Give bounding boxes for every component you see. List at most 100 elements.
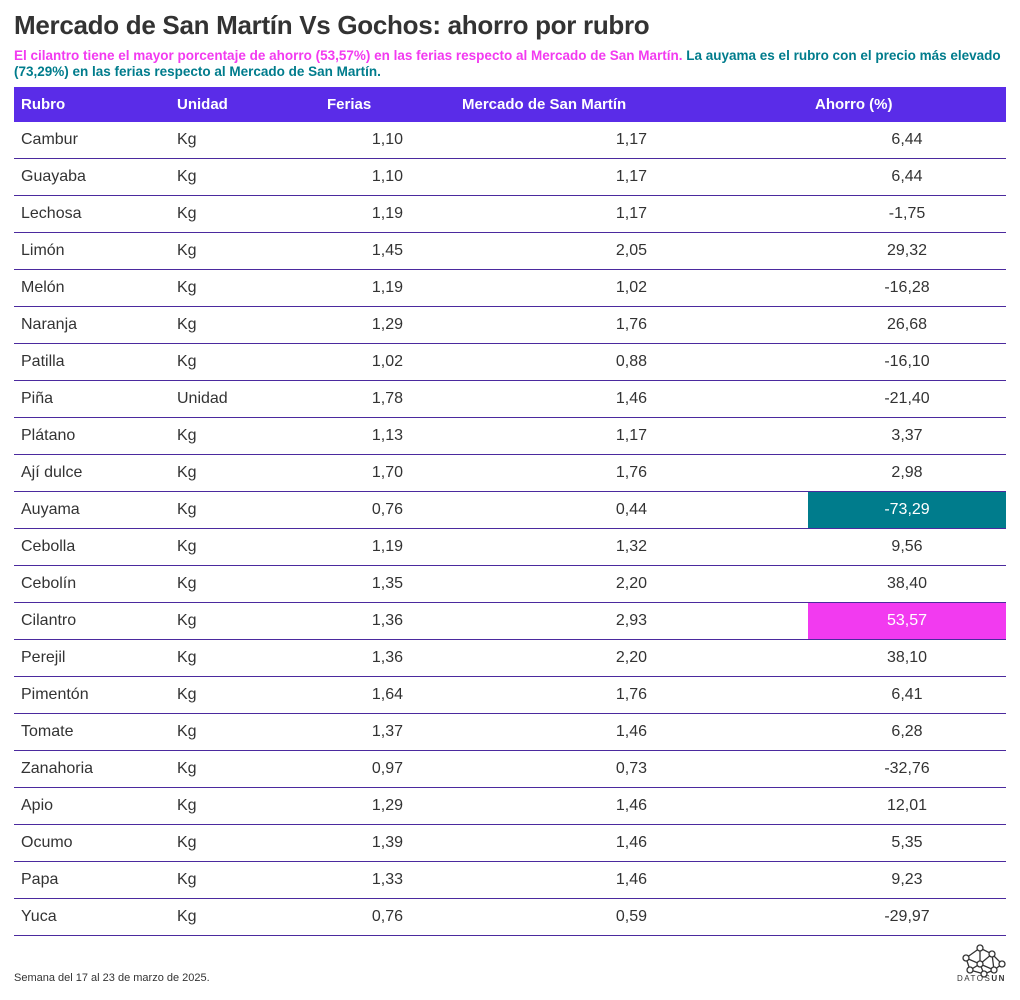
table-cell: 1,46 bbox=[455, 861, 808, 899]
table-cell: Kg bbox=[170, 824, 320, 862]
table-cell: Kg bbox=[170, 713, 320, 751]
table-cell: 1,37 bbox=[320, 713, 455, 751]
table-cell: 1,17 bbox=[455, 195, 808, 233]
table-cell: 1,29 bbox=[320, 787, 455, 825]
table-cell: 1,45 bbox=[320, 232, 455, 270]
table-cell: 5,35 bbox=[808, 824, 1006, 862]
table-row: Ocumo Kg 1,39 1,46 5,35 bbox=[14, 824, 1006, 862]
table-cell: Perejil bbox=[14, 639, 170, 677]
table-cell: 1,13 bbox=[320, 417, 455, 455]
table-cell: 2,20 bbox=[455, 565, 808, 603]
table-cell: 2,98 bbox=[808, 454, 1006, 492]
subtitle-highlight: El cilantro tiene el mayor porcentaje de… bbox=[14, 48, 683, 63]
table-cell: 1,36 bbox=[320, 602, 455, 640]
table-cell: Cebolla bbox=[14, 528, 170, 566]
table-cell: Naranja bbox=[14, 306, 170, 344]
table-cell: 2,05 bbox=[455, 232, 808, 270]
table-row: Cebolín Kg 1,35 2,20 38,40 bbox=[14, 565, 1006, 603]
table-cell: Kg bbox=[170, 158, 320, 196]
table-cell: -21,40 bbox=[808, 380, 1006, 418]
table-cell: 0,73 bbox=[455, 750, 808, 788]
table-cell: 1,46 bbox=[455, 787, 808, 825]
table-cell: 1,46 bbox=[455, 824, 808, 862]
table-cell: 1,76 bbox=[455, 676, 808, 714]
table-cell: Yuca bbox=[14, 898, 170, 936]
table-cell: 1,39 bbox=[320, 824, 455, 862]
table-cell: Kg bbox=[170, 639, 320, 677]
table-cell: Melón bbox=[14, 269, 170, 307]
table-cell: Kg bbox=[170, 343, 320, 381]
data-table: Rubro Unidad Ferias Mercado de San Martín Ah… bbox=[14, 87, 1006, 936]
table-cell: Apio bbox=[14, 787, 170, 825]
table-cell: Ocumo bbox=[14, 824, 170, 862]
table-cell: Kg bbox=[170, 787, 320, 825]
table-row: Tomate Kg 1,37 1,46 6,28 bbox=[14, 713, 1006, 751]
table-cell: Kg bbox=[170, 232, 320, 270]
table-cell: 29,32 bbox=[808, 232, 1006, 270]
table-cell: Cambur bbox=[14, 122, 170, 159]
table-cell: Kg bbox=[170, 750, 320, 788]
table-cell: 0,59 bbox=[455, 898, 808, 936]
title: Mercado de San Martín Vs Gochos: ahorro … bbox=[14, 10, 650, 40]
table-cell: 3,37 bbox=[808, 417, 1006, 455]
table-cell: 1,17 bbox=[455, 158, 808, 196]
table-cell: 1,19 bbox=[320, 528, 455, 566]
table-cell: 1,35 bbox=[320, 565, 455, 603]
table-cell: Kg bbox=[170, 306, 320, 344]
column-header: Mercado de San Martín bbox=[455, 87, 808, 122]
table-cell: 6,44 bbox=[808, 122, 1006, 159]
table-row: Melón Kg 1,19 1,02 -16,28 bbox=[14, 269, 1006, 307]
table-row: Auyama Kg 0,76 0,44 -73,29 bbox=[14, 491, 1006, 529]
table-body: Cambur Kg 1,10 1,17 6,44 Guayaba Kg 1,10 1,17 6,4… bbox=[14, 122, 1006, 936]
table-cell: 1,19 bbox=[320, 195, 455, 233]
table-cell: 0,97 bbox=[320, 750, 455, 788]
table-cell: Cilantro bbox=[14, 602, 170, 640]
table-cell: 12,01 bbox=[808, 787, 1006, 825]
table-cell: 6,44 bbox=[808, 158, 1006, 196]
table-cell: 1,02 bbox=[455, 269, 808, 307]
table-cell: 2,20 bbox=[455, 639, 808, 677]
table-cell: Kg bbox=[170, 861, 320, 899]
table-cell: Kg bbox=[170, 528, 320, 566]
table-cell: Kg bbox=[170, 565, 320, 603]
table-cell: Lechosa bbox=[14, 195, 170, 233]
header-row: Rubro Unidad Ferias Mercado de San Martín Ah… bbox=[14, 87, 1006, 122]
table-cell: -16,28 bbox=[808, 269, 1006, 307]
table-cell: Tomate bbox=[14, 713, 170, 751]
table-cell: 1,76 bbox=[455, 306, 808, 344]
table-cell: 1,10 bbox=[320, 122, 455, 159]
table-row: Yuca Kg 0,76 0,59 -29,97 bbox=[14, 898, 1006, 936]
table-cell: 1,78 bbox=[320, 380, 455, 418]
table-cell: Auyama bbox=[14, 491, 170, 529]
column-header: Ferias bbox=[320, 87, 455, 122]
table-cell: 26,68 bbox=[808, 306, 1006, 344]
footnote: Semana del 17 al 23 de marzo de 2025. bbox=[14, 972, 210, 984]
table-cell: Kg bbox=[170, 898, 320, 936]
table-cell: Ají dulce bbox=[14, 454, 170, 492]
table-cell: Cebolín bbox=[14, 565, 170, 603]
table-cell: 1,46 bbox=[455, 380, 808, 418]
table-row: Cebolla Kg 1,19 1,32 9,56 bbox=[14, 528, 1006, 566]
table-cell: 1,64 bbox=[320, 676, 455, 714]
table-row: Plátano Kg 1,13 1,17 3,37 bbox=[14, 417, 1006, 455]
table-cell: 1,19 bbox=[320, 269, 455, 307]
table-row: Piña Unidad 1,78 1,46 -21,40 bbox=[14, 380, 1006, 418]
table-cell: 1,17 bbox=[455, 122, 808, 159]
table-row: Cilantro Kg 1,36 2,93 53,57 bbox=[14, 602, 1006, 640]
table-row: Ají dulce Kg 1,70 1,76 2,98 bbox=[14, 454, 1006, 492]
table-row: Naranja Kg 1,29 1,76 26,68 bbox=[14, 306, 1006, 344]
table-cell: Kg bbox=[170, 602, 320, 640]
table-cell: 38,10 bbox=[808, 639, 1006, 677]
table-cell: 1,02 bbox=[320, 343, 455, 381]
table-cell: Plátano bbox=[14, 417, 170, 455]
table-cell: Zanahoria bbox=[14, 750, 170, 788]
table-cell: -1,75 bbox=[808, 195, 1006, 233]
table-cell: 1,33 bbox=[320, 861, 455, 899]
table-row: Limón Kg 1,45 2,05 29,32 bbox=[14, 232, 1006, 270]
table-cell: Unidad bbox=[170, 380, 320, 418]
table-cell: 53,57 bbox=[808, 602, 1006, 640]
table-cell: 1,76 bbox=[455, 454, 808, 492]
table-cell: 1,46 bbox=[455, 713, 808, 751]
table-cell: 1,10 bbox=[320, 158, 455, 196]
table-cell: Pimentón bbox=[14, 676, 170, 714]
